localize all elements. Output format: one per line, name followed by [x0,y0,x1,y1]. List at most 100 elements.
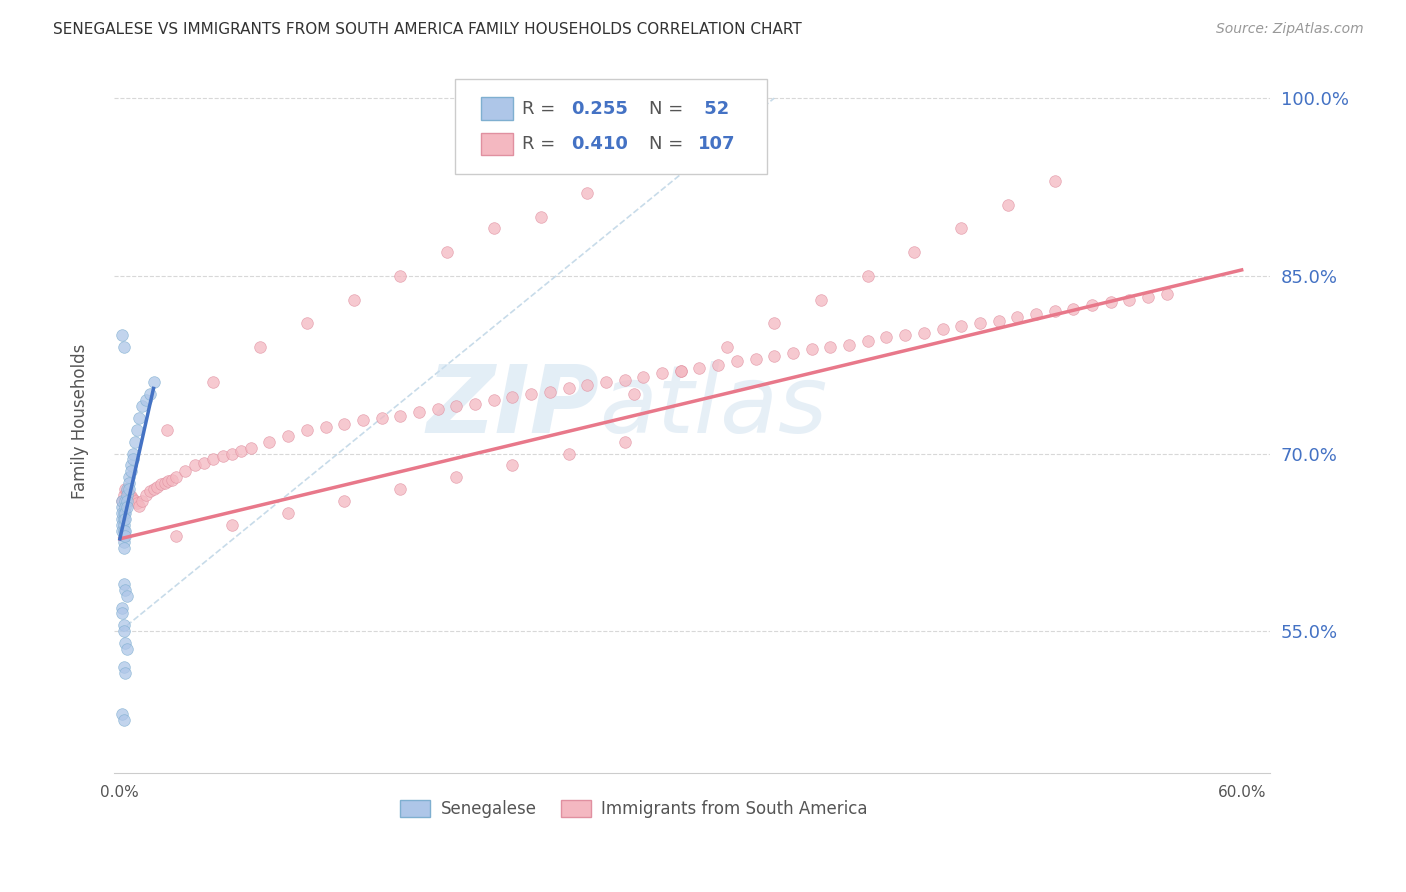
Point [111,707,134,722]
Point [146,480,169,494]
Text: 52: 52 [697,100,728,118]
Text: 107: 107 [697,135,735,153]
Point [131,399,153,413]
Point [239,441,262,455]
Point [408,405,430,419]
Point [135,393,157,408]
Point [389,268,412,283]
Point [557,381,579,395]
Point [112,524,135,538]
Legend: Senegalese, Immigrants from South America: Senegalese, Immigrants from South Americ… [394,794,875,825]
Point [389,409,412,423]
Point [221,517,243,532]
Point [800,343,823,357]
Point [1118,293,1140,307]
Point [124,494,146,508]
Point [277,429,299,443]
Point [651,366,673,380]
Point [950,221,973,235]
Point [782,346,804,360]
Point [482,393,505,408]
Point [623,387,645,401]
Point [142,482,165,496]
Point [111,500,134,514]
Point [120,458,142,473]
Point [111,328,134,343]
Point [193,456,215,470]
Point [118,482,141,496]
Point [117,484,139,499]
Point [1043,304,1066,318]
Point [165,529,187,543]
Point [277,506,299,520]
Point [153,476,176,491]
Point [114,636,136,650]
Text: 0.410: 0.410 [571,135,627,153]
Point [135,488,157,502]
Y-axis label: Family Households: Family Households [72,343,89,499]
Point [118,487,141,501]
Point [1043,174,1066,188]
Point [595,376,617,390]
Point [1137,290,1160,304]
Point [111,494,134,508]
Point [446,399,468,413]
Point [139,387,162,401]
Point [112,535,135,549]
Point [613,373,636,387]
Point [613,434,636,449]
Point [131,494,153,508]
Point [1007,310,1029,325]
Point [633,369,655,384]
Point [333,494,356,508]
Point [114,524,136,538]
Point [114,494,136,508]
Point [707,358,730,372]
Point [342,293,364,307]
Point [120,464,142,478]
Point [987,314,1010,328]
Point [114,582,136,597]
Point [122,452,145,467]
Point [155,423,177,437]
Point [931,322,953,336]
Point [763,316,786,330]
Bar [481,133,513,155]
Text: atlas: atlas [599,361,828,452]
Point [669,363,692,377]
Point [114,512,136,526]
Text: 0.255: 0.255 [571,100,627,118]
Point [149,477,172,491]
Point [112,618,135,632]
Point [426,401,449,416]
Point [529,210,551,224]
Point [165,470,187,484]
Point [810,293,832,307]
Point [688,361,710,376]
Point [122,491,145,506]
Point [950,318,973,333]
Point [111,607,134,621]
Text: R =: R = [522,135,561,153]
Point [894,328,917,343]
Point [117,482,139,496]
Point [117,642,139,657]
FancyBboxPatch shape [456,79,768,174]
Point [142,376,165,390]
Point [538,384,561,399]
Point [295,423,318,437]
Point [744,351,766,366]
Point [112,488,135,502]
Point [128,411,150,425]
Point [903,245,925,260]
Text: Source: ZipAtlas.com: Source: ZipAtlas.com [1216,22,1364,37]
Point [202,452,225,467]
Point [183,458,205,473]
Point [370,411,392,425]
Point [111,517,134,532]
Point [333,417,356,431]
Point [501,390,523,404]
Point [112,529,135,543]
Point [112,512,135,526]
Point [221,446,243,460]
